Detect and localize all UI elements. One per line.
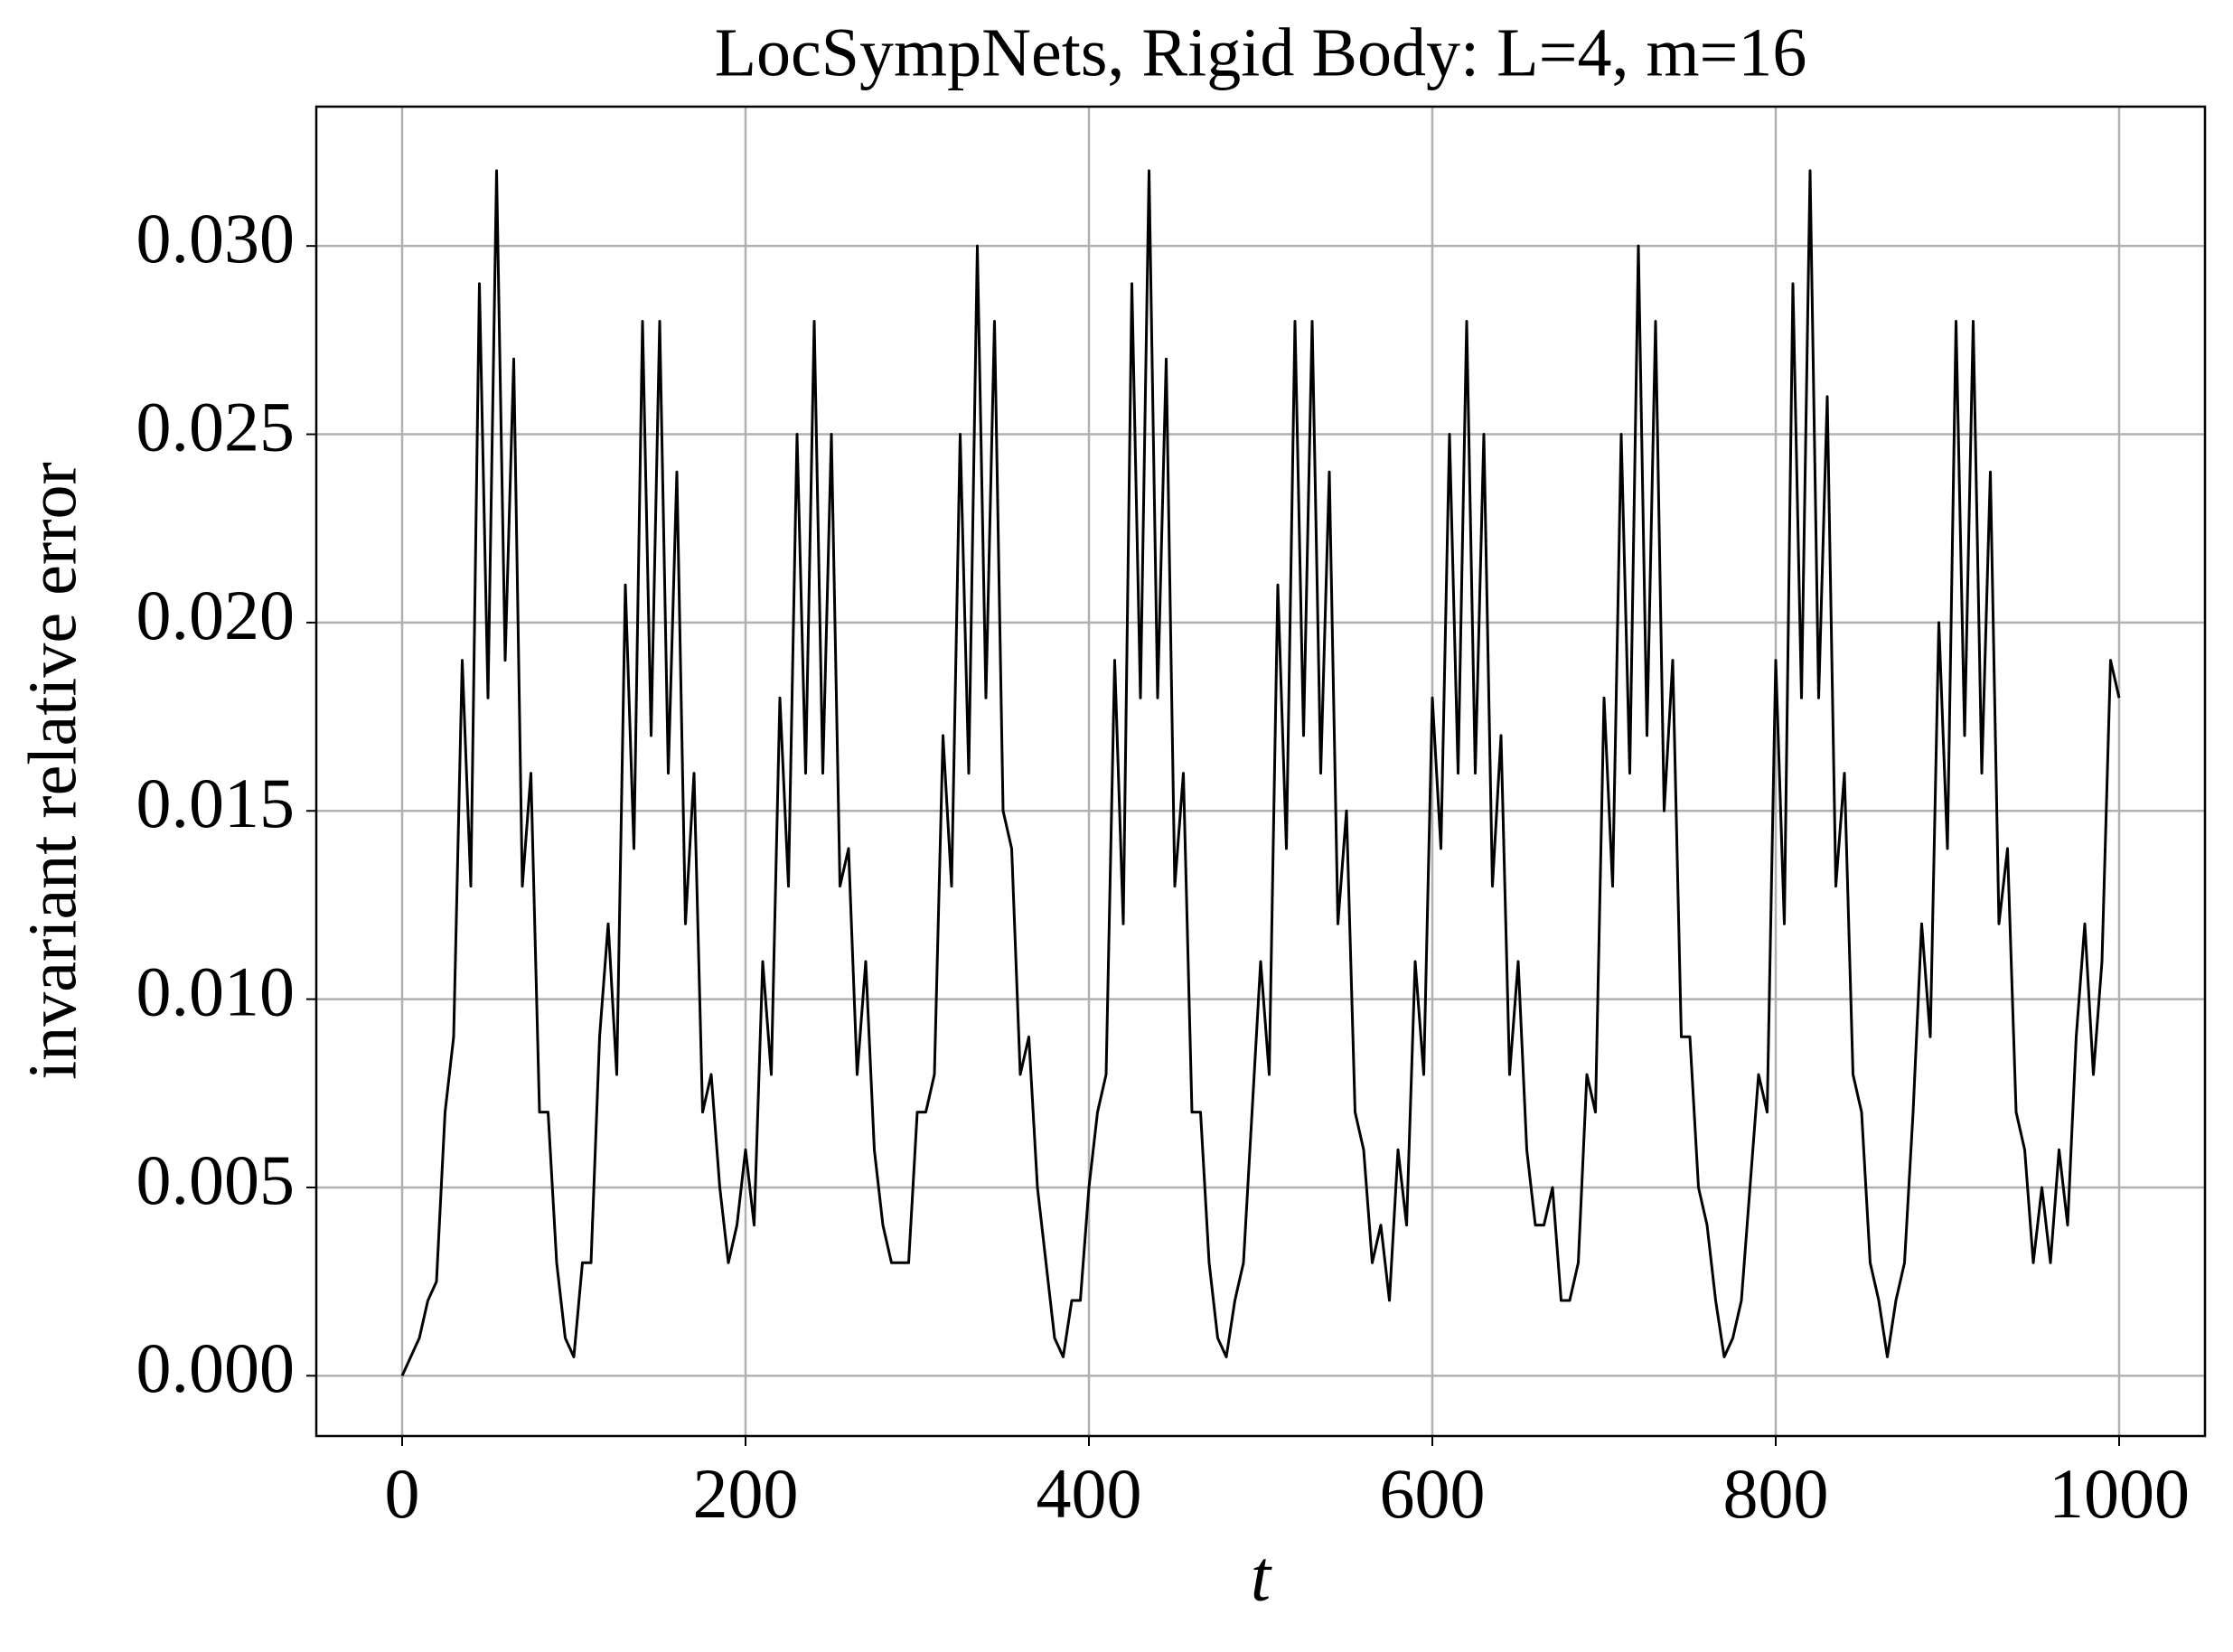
y-tick-label: 0.020 [136,576,296,654]
y-tick-label: 0.005 [136,1140,296,1219]
y-axis-label: invariant relative error [14,462,90,1080]
y-tick-label: 0.010 [136,953,296,1031]
data-line [400,169,2121,1376]
x-tick-label: 200 [693,1454,799,1533]
y-tick-label: 0.000 [136,1328,296,1407]
x-tick-label: 0 [385,1454,420,1533]
y-tick-label: 0.015 [136,764,296,842]
x-axis-label: t [1251,1536,1272,1616]
x-tick-label: 600 [1380,1454,1486,1533]
x-tick-label: 1000 [2049,1454,2190,1533]
x-tick-label: 400 [1037,1454,1142,1533]
plot-frame [314,105,2207,1438]
y-tick-label: 0.030 [136,199,296,277]
y-tick-label: 0.025 [136,387,296,465]
x-tick-label: 800 [1723,1454,1829,1533]
chart-title: LocSympNets, Rigid Body: L=4, m=16 [715,14,1807,90]
